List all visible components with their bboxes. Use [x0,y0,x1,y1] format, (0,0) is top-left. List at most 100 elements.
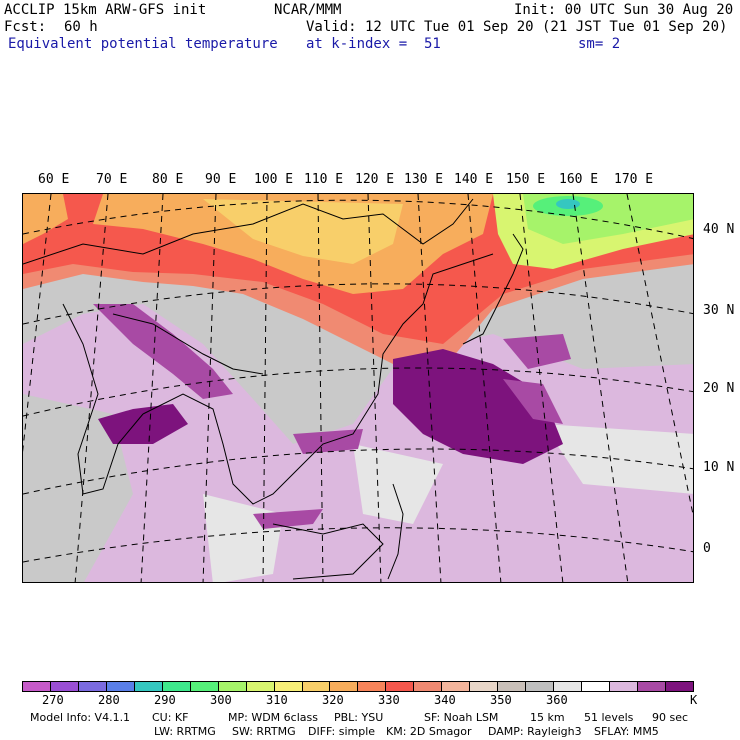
coast-japan [462,233,524,345]
map-graphic [23,194,693,582]
lon-label: 110 E [304,172,344,187]
footer-timestep: 90 sec [652,711,689,724]
colorbar-swatch [330,682,359,691]
cool-core-cyan [556,199,580,209]
colorbar-tick: 280 [98,693,120,707]
init-time: Init: 00 UTC Sun 30 Aug 20 [514,2,734,18]
colorbar-swatch [302,682,331,691]
lon-label: 170 E [614,172,654,187]
colorbar-tick: 290 [154,693,176,707]
colorbar-swatch [637,682,666,691]
lat-line-20 [23,367,693,417]
colorbar-swatch [190,682,219,691]
moist-band-equatorial [253,509,323,529]
colorbar-swatch [50,682,79,691]
lat-line-10 [23,448,693,495]
lon-label: 100 E [254,172,294,187]
footer-levels: 51 levels [584,711,634,724]
moist-core-west-pacific [393,349,563,464]
lon-label: 80 E [152,172,184,187]
border-north [23,198,474,265]
footer-sf: SF: Noah LSM [424,711,499,724]
moist-band-south-china-sea [293,429,363,454]
colorbar-swatch [78,682,107,691]
light-gray-patch [353,444,443,524]
coast-asia-east [142,253,494,505]
colorbar-swatch [386,682,415,691]
lon-label: 160 E [559,172,599,187]
colorbar-tick: 320 [322,693,344,707]
moist-core-bay-of-bengal [98,404,188,444]
colorbar-swatch [134,682,163,691]
colorbar-swatch [470,682,499,691]
colorbar-swatch [526,682,555,691]
colorbar-swatch [358,682,387,691]
lat-label: 0 [703,541,711,556]
lat-label: 40 N [703,222,735,237]
smoothing-info: sm= 2 [578,36,621,52]
level-info: at k-index = 51 [306,36,441,52]
lat-label: 30 N [703,303,735,318]
colorbar-tick: 270 [42,693,64,707]
lon-label: 70 E [96,172,128,187]
warm-band-yellow [203,199,403,264]
moist-band-himalaya [93,304,233,399]
footer-model-info: Model Info: V4.1.1 [30,711,131,724]
colorbar-swatch [246,682,275,691]
footer-resolution: 15 km [530,711,565,724]
footer-sflay: SFLAY: MM5 [594,725,659,738]
colorbar-swatch [274,682,303,691]
center-label: NCAR/MMM [274,2,342,18]
colorbar-swatch [218,682,247,691]
coastlines [23,198,524,580]
footer-diff: DIFF: simple [308,725,376,738]
colorbar-swatch [414,682,443,691]
colorbar-unit: K [690,693,698,707]
colorbar-swatch [554,682,583,691]
colorbar-tick: 360 [546,693,568,707]
colorbar-tick: 350 [490,693,512,707]
valid-time: Valid: 12 UTC Tue 01 Sep 20 (21 JST Tue … [306,19,728,35]
footer-damp: DAMP: Rayleigh3 [488,725,582,738]
footer-sw: SW: RRTMG [232,725,296,738]
footer-mp: MP: WDM 6class [228,711,318,724]
colorbar-swatch [106,682,135,691]
colorbar-swatch [498,682,527,691]
colorbar-swatch [162,682,191,691]
border-himalaya [112,313,264,375]
coast-philippines [387,483,404,580]
model-title: ACCLIP 15km ARW-GFS init [4,2,207,18]
footer-km: KM: 2D Smagor [386,725,472,738]
lon-label: 140 E [454,172,494,187]
lat-label: 20 N [703,381,735,396]
lat-label: 10 N [703,460,735,475]
moist-band-pacific [503,379,563,424]
dry-region-west [23,394,133,582]
colorbar-tick: 340 [434,693,456,707]
colorbar-swatch [442,682,471,691]
colorbar-swatch [582,682,611,691]
theta-e-map [22,193,694,583]
field-name: Equivalent potential temperature [8,36,278,52]
colorbar [22,681,694,692]
dry-region [23,254,693,444]
lon-label: 90 E [205,172,237,187]
footer-pbl: PBL: YSU [334,711,384,724]
footer-cu: CU: KF [152,711,189,724]
coast-borneo [272,523,384,580]
colorbar-swatch [23,682,51,691]
lon-label: 130 E [404,172,444,187]
coast-india-west [62,303,144,495]
graticule [23,194,693,582]
colorbar-tick: 300 [210,693,232,707]
colorbar-swatch [665,682,693,691]
lon-label: 60 E [38,172,70,187]
lon-label: 120 E [355,172,395,187]
footer-lw: LW: RRTMG [154,725,216,738]
forecast-hour: 60 h [64,19,98,35]
colorbar-tick: 310 [266,693,288,707]
colorbar-swatch [610,682,638,691]
lon-line [626,194,693,517]
lon-label: 150 E [506,172,546,187]
forecast-label: Fcst: [4,19,47,35]
